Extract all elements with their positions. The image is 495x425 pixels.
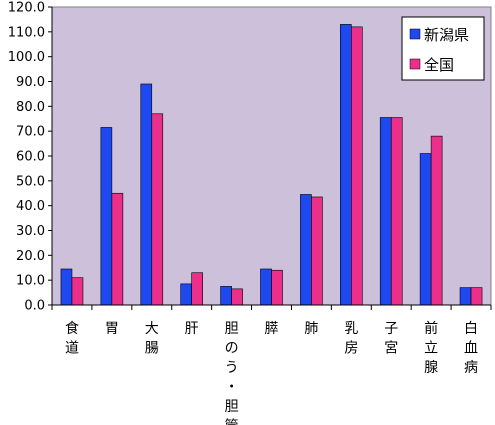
bar-series-1: [220, 286, 232, 306]
bar-series-1: [180, 283, 192, 306]
legend-swatch-series-1: [409, 28, 421, 40]
x-tick-label: 前立腺: [424, 320, 438, 376]
x-tick-label: 胆のう・胆管: [225, 321, 239, 425]
x-tick-label: 乳房: [344, 321, 358, 357]
legend-label-series-1: 新潟県: [424, 26, 469, 44]
y-tick-label: 10.0: [16, 274, 45, 289]
bar-series-2: [311, 196, 323, 306]
y-tick-label: 20.0: [16, 249, 45, 264]
y-tick-label: 0.0: [24, 299, 45, 314]
bar-series-1: [419, 153, 432, 306]
y-tick-label: 30.0: [16, 224, 45, 239]
legend: 新潟県 全国: [401, 16, 485, 81]
bar-series-1: [379, 117, 392, 306]
bar-series-2: [351, 26, 363, 306]
y-tick-label: 120.0: [8, 1, 45, 16]
y-tick-label: 40.0: [16, 199, 45, 214]
bar-series-1: [260, 268, 272, 306]
legend-label-series-2: 全国: [424, 56, 454, 74]
bar-series-2: [470, 287, 483, 306]
x-tick-label: 肺: [304, 321, 318, 337]
y-tick-label: 110.0: [8, 25, 45, 40]
bar-series-1: [340, 24, 352, 306]
y-tick-label: 70.0: [16, 125, 45, 140]
y-tick-label: 50.0: [16, 174, 45, 189]
legend-swatch-series-2: [409, 58, 421, 70]
x-tick-label: 胃: [105, 321, 119, 337]
y-tick-label: 100.0: [8, 50, 45, 65]
legend-box: [401, 16, 485, 81]
x-tick-label: 子宮: [384, 321, 398, 357]
x-tick-label: 白血病: [464, 321, 478, 376]
bar-series-1: [140, 83, 153, 306]
bar-series-2: [390, 117, 403, 306]
x-tick-label: 大腸: [145, 321, 159, 357]
bar-series-2: [191, 272, 203, 306]
y-tick-label: 60.0: [16, 150, 45, 165]
bar-series-2: [71, 277, 84, 306]
bar-series-2: [111, 192, 124, 306]
x-tick-label: 膵: [265, 321, 279, 337]
bar-series-1: [100, 127, 113, 306]
bar-series-2: [271, 269, 283, 306]
y-tick-label: 80.0: [16, 100, 45, 115]
bar-series-1: [60, 268, 73, 306]
y-axis: 0.0 10.0 20.0 30.0 40.0 50.0 60.0 70.0 80.0 90.0 1…: [8, 1, 53, 314]
y-tick-label: 90.0: [16, 75, 45, 90]
x-tick-label: 肝: [185, 321, 199, 337]
bar-series-1: [300, 194, 312, 306]
bar-series-2: [231, 288, 243, 306]
bar-series-1: [459, 287, 472, 306]
x-tick-label: 食道: [65, 320, 79, 357]
bar-series-2: [430, 135, 443, 306]
bar-series-2: [151, 113, 164, 306]
